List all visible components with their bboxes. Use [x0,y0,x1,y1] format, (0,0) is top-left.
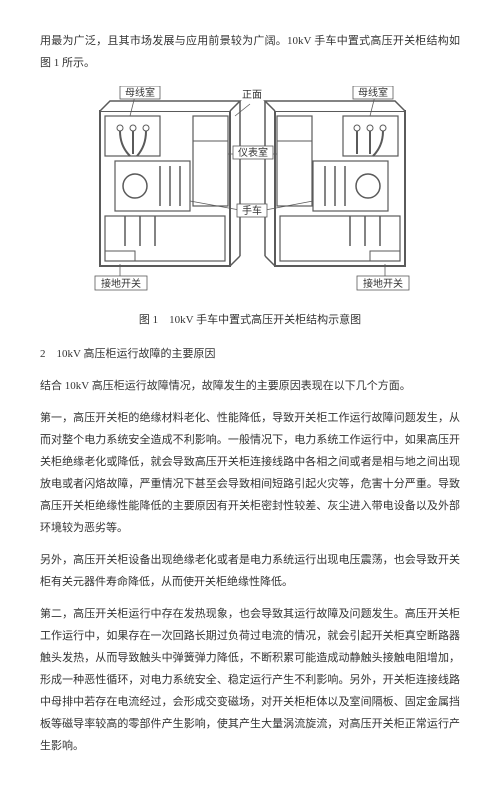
paragraph-3: 第二，高压开关柜运行中存在发热现象，也会导致其运行故障及问题发生。高压开关柜工作… [40,603,460,757]
figure-caption: 图 1 10kV 手车中置式高压开关柜结构示意图 [40,309,460,331]
label-instrument: 仪表室 [238,146,268,159]
label-busbar-left: 母线室 [125,86,155,99]
label-grounding-left: 接地开关 [101,277,141,290]
label-grounding-right: 接地开关 [363,277,403,290]
cabinet-diagram: 母线室 正面 母线室 仪表室 手车 接地开关 接地开关 [85,86,415,299]
section-2-intro: 结合 10kV 高压柜运行故障情况，故障发生的主要原因表现在以下几个方面。 [40,375,460,397]
paragraph-2: 另外，高压开关柜设备出现绝缘老化或者是电力系统运行出现电压震荡，也会导致开关柜有… [40,549,460,593]
paragraph-1: 第一，高压开关柜的绝缘材料老化、性能降低，导致开关柜工作运行故障问题发生，从而对… [40,407,460,539]
label-busbar-right: 母线室 [358,86,388,99]
section-2-heading: 2 10kV 高压柜运行故障的主要原因 [40,343,460,365]
figure-1: 母线室 正面 母线室 仪表室 手车 接地开关 接地开关 [40,86,460,299]
label-handcart: 手车 [242,204,262,217]
intro-paragraph: 用最为广泛，且其市场发展与应用前景较为广阔。10kV 手车中置式高压开关柜结构如… [40,30,460,74]
label-front: 正面 [242,90,262,101]
